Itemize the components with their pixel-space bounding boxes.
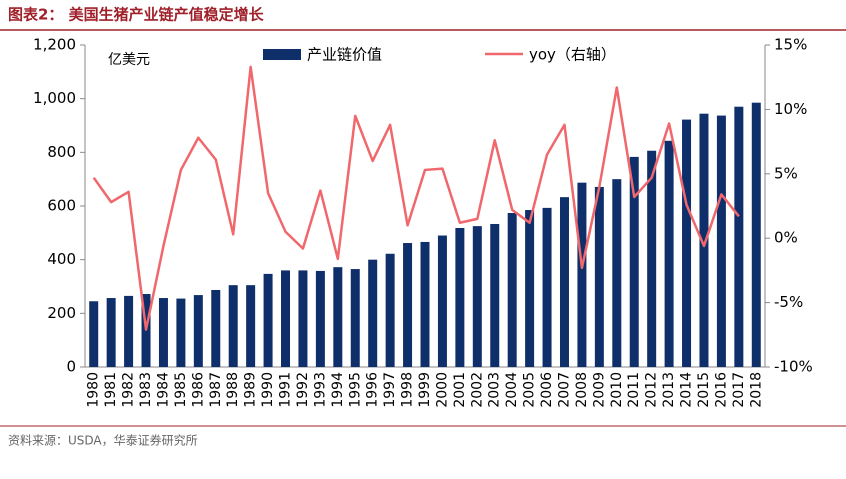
bar — [106, 298, 116, 367]
bar — [124, 295, 134, 367]
y-tick-label: 200 — [47, 304, 76, 322]
y-tick-label: 0 — [66, 358, 76, 376]
bar — [559, 197, 569, 367]
x-tick-label: 1998 — [400, 372, 416, 408]
bar — [89, 301, 99, 367]
bar — [734, 106, 744, 367]
bar — [455, 228, 465, 367]
bar — [490, 223, 500, 367]
x-tick-label: 2000 — [434, 372, 450, 408]
x-tick-label: 2013 — [661, 372, 677, 408]
y2-tick-label: -10% — [774, 358, 813, 376]
x-tick-label: 1980 — [86, 372, 102, 408]
x-tick-label: 2014 — [679, 372, 695, 408]
bar — [228, 285, 238, 367]
x-tick-label: 2015 — [696, 372, 712, 408]
y2-tick-label: 0% — [774, 229, 798, 247]
y-tick-label: 600 — [47, 197, 76, 215]
legend-swatch — [263, 49, 301, 60]
bar — [577, 182, 587, 367]
x-tick-label: 1982 — [121, 372, 137, 408]
bar — [246, 285, 256, 367]
legend-label: 产业链价值 — [307, 46, 382, 64]
bar — [542, 207, 552, 367]
unit-label: 亿美元 — [108, 52, 150, 68]
x-tick-label: 2003 — [487, 372, 503, 408]
x-tick-label: 2001 — [452, 372, 468, 408]
line — [92, 65, 740, 331]
x-tick-label: 2008 — [574, 372, 590, 408]
x-tick-label: 1987 — [208, 372, 224, 408]
bar — [594, 186, 604, 367]
bar — [716, 115, 726, 368]
x-tick-label: 1996 — [365, 372, 381, 408]
x-tick-label: 2002 — [469, 372, 485, 408]
x-tick-label: 1981 — [103, 372, 119, 408]
bar — [629, 156, 639, 367]
bar — [403, 243, 413, 367]
y2-tick-label: -5% — [774, 293, 803, 311]
bar — [437, 235, 447, 367]
bar — [682, 119, 692, 367]
x-tick-label: 2009 — [591, 372, 607, 408]
y2-tick-label: 15% — [774, 36, 807, 54]
x-tick-label: 2018 — [748, 372, 764, 408]
bar — [281, 270, 291, 367]
legend-label: yoy（右轴） — [529, 46, 616, 64]
bar — [612, 179, 622, 367]
x-tick-label: 2017 — [731, 372, 747, 408]
bar — [699, 113, 709, 368]
x-tick-label: 2012 — [644, 372, 660, 408]
x-tick-label: 1995 — [347, 372, 363, 408]
y-tick-label: 1,200 — [33, 36, 76, 54]
x-tick-label: 1999 — [417, 372, 433, 408]
bar — [385, 253, 395, 367]
x-tick-label: 2016 — [713, 372, 729, 408]
y-tick-label: 400 — [47, 250, 76, 268]
chart-title: 图表2： 美国生猪产业链产值稳定增长 — [8, 6, 265, 24]
bar — [664, 140, 674, 367]
bar — [315, 270, 325, 367]
bar — [350, 269, 360, 367]
x-tick-label: 2006 — [539, 372, 555, 408]
bar — [420, 241, 430, 367]
x-tick-label: 1984 — [155, 372, 171, 408]
bar — [751, 102, 761, 368]
x-tick-label: 1986 — [190, 372, 206, 408]
x-tick-label: 1992 — [295, 372, 311, 408]
x-tick-label: 1993 — [312, 372, 328, 408]
bar — [298, 270, 308, 367]
bar — [263, 273, 273, 367]
x-tick-label: 1991 — [278, 372, 294, 408]
x-tick-label: 1985 — [173, 372, 189, 408]
bar — [211, 289, 221, 367]
x-tick-label: 1988 — [225, 372, 241, 408]
y2-tick-label: 5% — [774, 164, 798, 182]
bar — [333, 267, 343, 367]
x-tick-label: 1990 — [260, 372, 276, 408]
y2-tick-label: 10% — [774, 100, 807, 118]
x-tick-label: 2011 — [626, 372, 642, 408]
bar — [525, 210, 535, 367]
x-tick-label: 1994 — [330, 372, 346, 408]
bar — [647, 150, 657, 367]
bar — [193, 295, 203, 367]
bar — [158, 298, 168, 367]
x-tick-label: 2007 — [556, 372, 572, 408]
x-tick-label: 1989 — [243, 372, 259, 408]
x-tick-label: 2004 — [504, 372, 520, 408]
bar — [507, 212, 517, 367]
x-tick-label: 2010 — [609, 372, 625, 408]
x-tick-label: 2005 — [522, 372, 538, 408]
bar — [472, 226, 482, 367]
bar — [368, 259, 378, 367]
source: 资料来源：USDA，华泰证券研究所 — [8, 433, 198, 448]
bar — [176, 298, 186, 367]
x-tick-label: 1997 — [382, 372, 398, 408]
y-tick-label: 1,000 — [33, 89, 76, 107]
x-tick-label: 1983 — [138, 372, 154, 408]
y-tick-label: 800 — [47, 143, 76, 161]
